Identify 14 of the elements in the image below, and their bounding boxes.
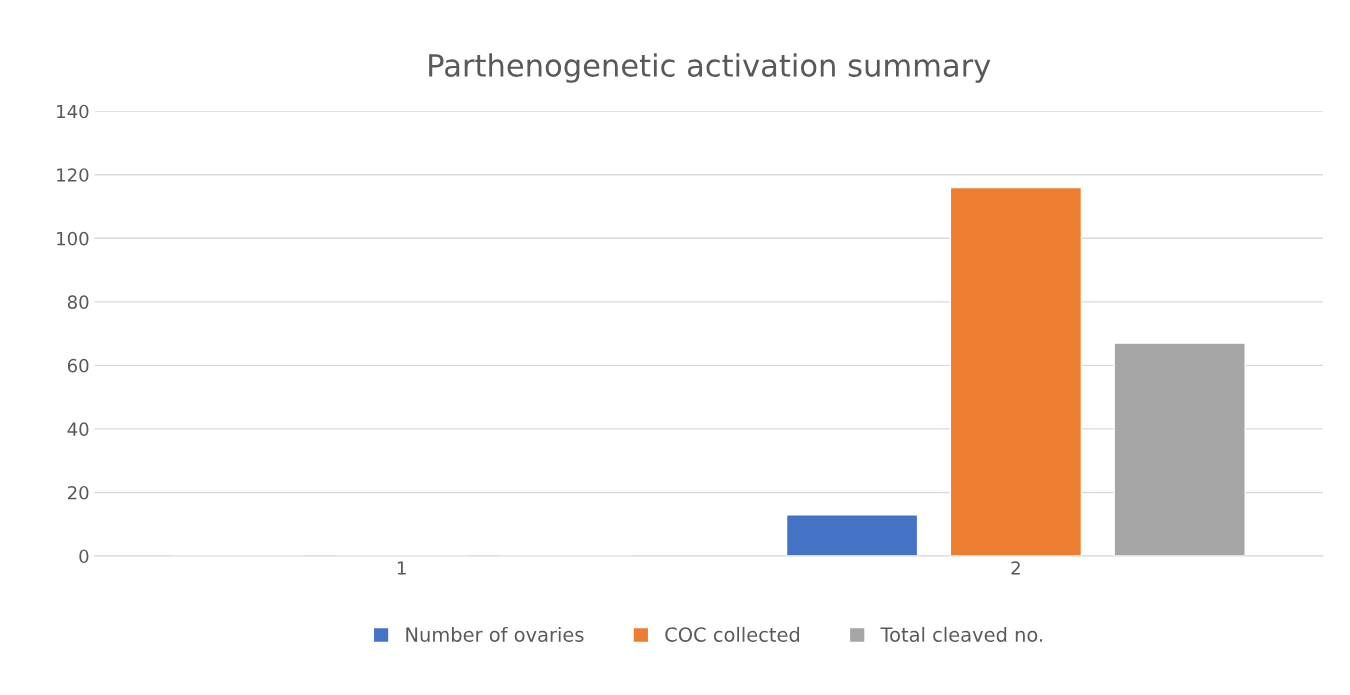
y-tick-label: 0: [79, 549, 89, 564]
y-tick-label: 40: [67, 422, 89, 437]
x-tick-label: 1: [397, 561, 406, 575]
y-tick-label: 140: [57, 104, 89, 119]
legend-label: Number of ovaries: [406, 626, 584, 642]
y-tick-label: 60: [67, 358, 89, 373]
legend-label: COC collected: [665, 626, 800, 642]
y-tick-label: 20: [67, 485, 89, 500]
y-tick-label: 100: [57, 231, 89, 246]
x-tick-label: 2: [1011, 561, 1020, 575]
y-tick-label: 120: [57, 168, 89, 182]
chart-title: Parthenogenetic activation summary: [429, 53, 991, 83]
y-tick-label: 80: [67, 295, 89, 309]
legend-label: Total cleaved no.: [880, 626, 1043, 642]
